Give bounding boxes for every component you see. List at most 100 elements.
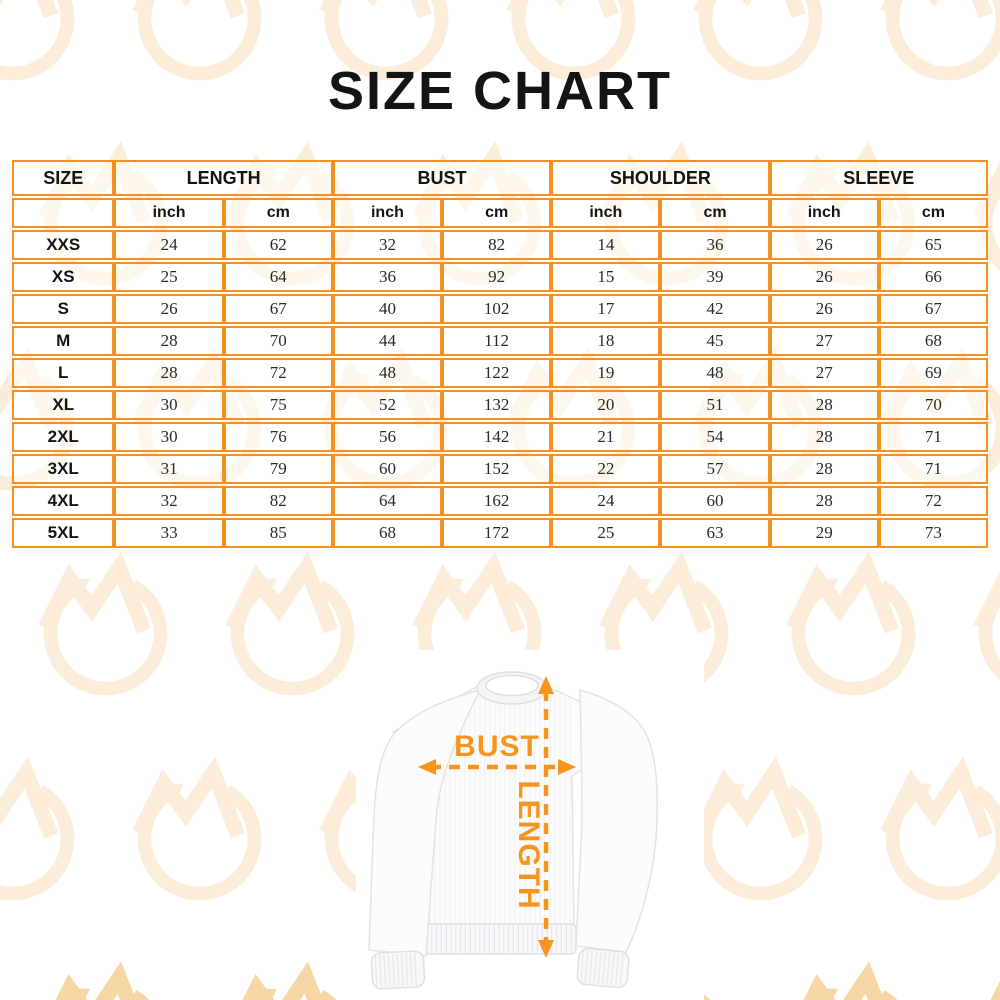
size-cell: L: [12, 358, 115, 388]
value-cell: 36: [332, 262, 443, 292]
value-cell: 22: [551, 454, 661, 484]
sweatshirt-right-cuff: [576, 947, 630, 989]
table-row: XS 25 64 36 92 15 39 26 66: [12, 262, 988, 292]
value-cell: 57: [660, 454, 770, 484]
value-cell: 31: [114, 454, 224, 484]
value-cell: 65: [878, 230, 988, 260]
table-row: M 28 70 44 112 18 45 27 68: [12, 326, 988, 356]
brand-watermark-icon: [793, 978, 909, 1000]
brand-watermark-icon: [45, 568, 160, 689]
table-row: S 26 67 40 102 17 42 26 67: [12, 294, 988, 324]
value-cell: 27: [769, 358, 879, 388]
value-cell: 85: [223, 518, 333, 548]
value-cell: 162: [442, 486, 552, 516]
table-row: 2XL 30 76 56 142 21 54 28 71: [12, 422, 988, 452]
value-cell: 18: [551, 326, 661, 356]
unit-header-inch: inch: [551, 198, 661, 228]
value-cell: 30: [114, 422, 224, 452]
sweatshirt-left-sleeve: [368, 688, 482, 957]
value-cell: 15: [551, 262, 661, 292]
value-cell: 68: [878, 326, 988, 356]
bust-measure-arrow: [418, 759, 576, 775]
value-cell: 72: [878, 486, 988, 516]
value-cell: 63: [660, 518, 770, 548]
value-cell: 28: [114, 358, 224, 388]
unit-header-cm: cm: [442, 198, 552, 228]
value-cell: 42: [660, 294, 770, 324]
value-cell: 26: [114, 294, 224, 324]
value-cell: 28: [769, 454, 879, 484]
value-cell: 66: [878, 262, 988, 292]
table-row: XL 30 75 52 132 20 51 28 70: [12, 390, 988, 420]
value-cell: 28: [769, 390, 879, 420]
value-cell: 24: [551, 486, 661, 516]
size-cell: 2XL: [12, 422, 115, 452]
value-cell: 64: [332, 486, 443, 516]
page-title: SIZE CHART: [328, 61, 672, 121]
size-cell: S: [12, 294, 115, 324]
value-cell: 62: [223, 230, 333, 260]
value-cell: 24: [114, 230, 224, 260]
length-label: LENGTH: [512, 780, 545, 909]
brand-watermark-icon: [980, 568, 1000, 689]
size-cell: 4XL: [12, 486, 115, 516]
table-row: 3XL 31 79 60 152 22 57 28 71: [12, 454, 988, 484]
size-cell: XL: [12, 390, 115, 420]
value-cell: 25: [114, 262, 224, 292]
col-header-size: SIZE: [12, 160, 115, 196]
value-cell: 28: [769, 422, 879, 452]
value-cell: 28: [114, 326, 224, 356]
brand-watermark-icon: [793, 568, 909, 689]
brand-watermark-icon: [0, 773, 67, 894]
value-cell: 71: [878, 422, 988, 452]
value-cell: 68: [332, 518, 443, 548]
value-cell: 132: [442, 390, 552, 420]
value-cell: 48: [660, 358, 770, 388]
value-cell: 71: [878, 454, 988, 484]
col-header-sleeve: SLEEVE: [769, 160, 988, 196]
value-cell: 142: [442, 422, 552, 452]
value-cell: 82: [223, 486, 333, 516]
table-group-header-row: SIZE LENGTH BUST SHOULDER SLEEVE: [12, 160, 988, 196]
unit-header-inch: inch: [114, 198, 224, 228]
col-header-bust: BUST: [332, 160, 552, 196]
value-cell: 45: [660, 326, 770, 356]
value-cell: 30: [114, 390, 224, 420]
sweatshirt-measure-diagram: BUST LENGTH: [368, 671, 658, 990]
value-cell: 20: [551, 390, 661, 420]
value-cell: 172: [442, 518, 552, 548]
value-cell: 73: [878, 518, 988, 548]
value-cell: 52: [332, 390, 443, 420]
value-cell: 26: [769, 262, 879, 292]
value-cell: 112: [442, 326, 552, 356]
value-cell: 51: [660, 390, 770, 420]
value-cell: 67: [878, 294, 988, 324]
bust-label: BUST: [454, 730, 540, 763]
col-header-shoulder: SHOULDER: [551, 160, 770, 196]
value-cell: 40: [332, 294, 443, 324]
value-cell: 26: [769, 230, 879, 260]
value-cell: 79: [223, 454, 333, 484]
value-cell: 60: [332, 454, 443, 484]
table-row: L 28 72 48 122 19 48 27 69: [12, 358, 988, 388]
size-cell: M: [12, 326, 115, 356]
unit-header-cm: cm: [660, 198, 770, 228]
table-unit-header-row: inch cm inch cm inch cm inch cm: [12, 198, 988, 228]
value-cell: 56: [332, 422, 443, 452]
value-cell: 44: [332, 326, 443, 356]
value-cell: 54: [660, 422, 770, 452]
value-cell: 17: [551, 294, 661, 324]
length-measure-arrow: [538, 676, 554, 958]
size-cell: 3XL: [12, 454, 115, 484]
size-table: SIZE LENGTH BUST SHOULDER SLEEVE inch cm…: [12, 158, 988, 550]
value-cell: 70: [878, 390, 988, 420]
brand-watermark-icon: [45, 978, 160, 1000]
size-cell: XXS: [12, 230, 115, 260]
value-cell: 27: [769, 326, 879, 356]
unit-header-inch: inch: [769, 198, 879, 228]
value-cell: 102: [442, 294, 552, 324]
value-cell: 60: [660, 486, 770, 516]
brand-watermark-icon: [139, 773, 254, 894]
value-cell: 70: [223, 326, 333, 356]
